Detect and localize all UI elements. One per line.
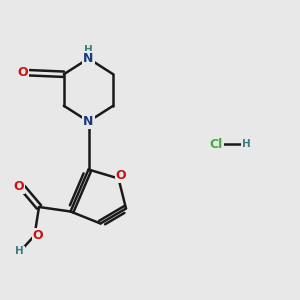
- Text: O: O: [116, 169, 126, 182]
- Text: H: H: [84, 45, 93, 55]
- Text: O: O: [33, 229, 44, 242]
- Text: Cl: Cl: [209, 137, 223, 151]
- Text: N: N: [83, 115, 94, 128]
- Text: H: H: [242, 139, 250, 149]
- Text: O: O: [14, 180, 24, 193]
- Text: N: N: [83, 52, 94, 65]
- Text: H: H: [15, 246, 24, 256]
- Text: O: O: [17, 66, 28, 79]
